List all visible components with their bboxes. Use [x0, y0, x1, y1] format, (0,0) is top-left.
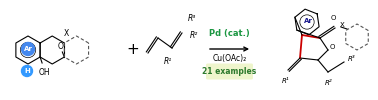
Text: O: O	[57, 42, 63, 50]
Text: R³: R³	[188, 14, 196, 23]
Circle shape	[22, 66, 33, 76]
Text: H: H	[24, 68, 30, 74]
FancyBboxPatch shape	[206, 64, 253, 80]
Text: Cu(OAc)₂: Cu(OAc)₂	[212, 54, 246, 63]
Text: R¹: R¹	[164, 57, 172, 66]
Text: X: X	[64, 29, 69, 38]
Circle shape	[22, 42, 34, 56]
Text: OH: OH	[38, 68, 50, 77]
Text: 21 examples: 21 examples	[202, 66, 257, 76]
Text: R²: R²	[325, 80, 333, 86]
Text: R²: R²	[190, 30, 198, 40]
Text: X: X	[340, 22, 345, 28]
Text: Ar: Ar	[304, 18, 313, 24]
Text: Pd (cat.): Pd (cat.)	[209, 29, 250, 38]
Text: R¹: R¹	[282, 78, 290, 84]
Text: +: +	[127, 42, 139, 58]
Text: O: O	[330, 44, 335, 50]
Text: Ar: Ar	[23, 46, 33, 52]
Text: R³: R³	[348, 56, 356, 62]
Text: O: O	[330, 15, 336, 21]
